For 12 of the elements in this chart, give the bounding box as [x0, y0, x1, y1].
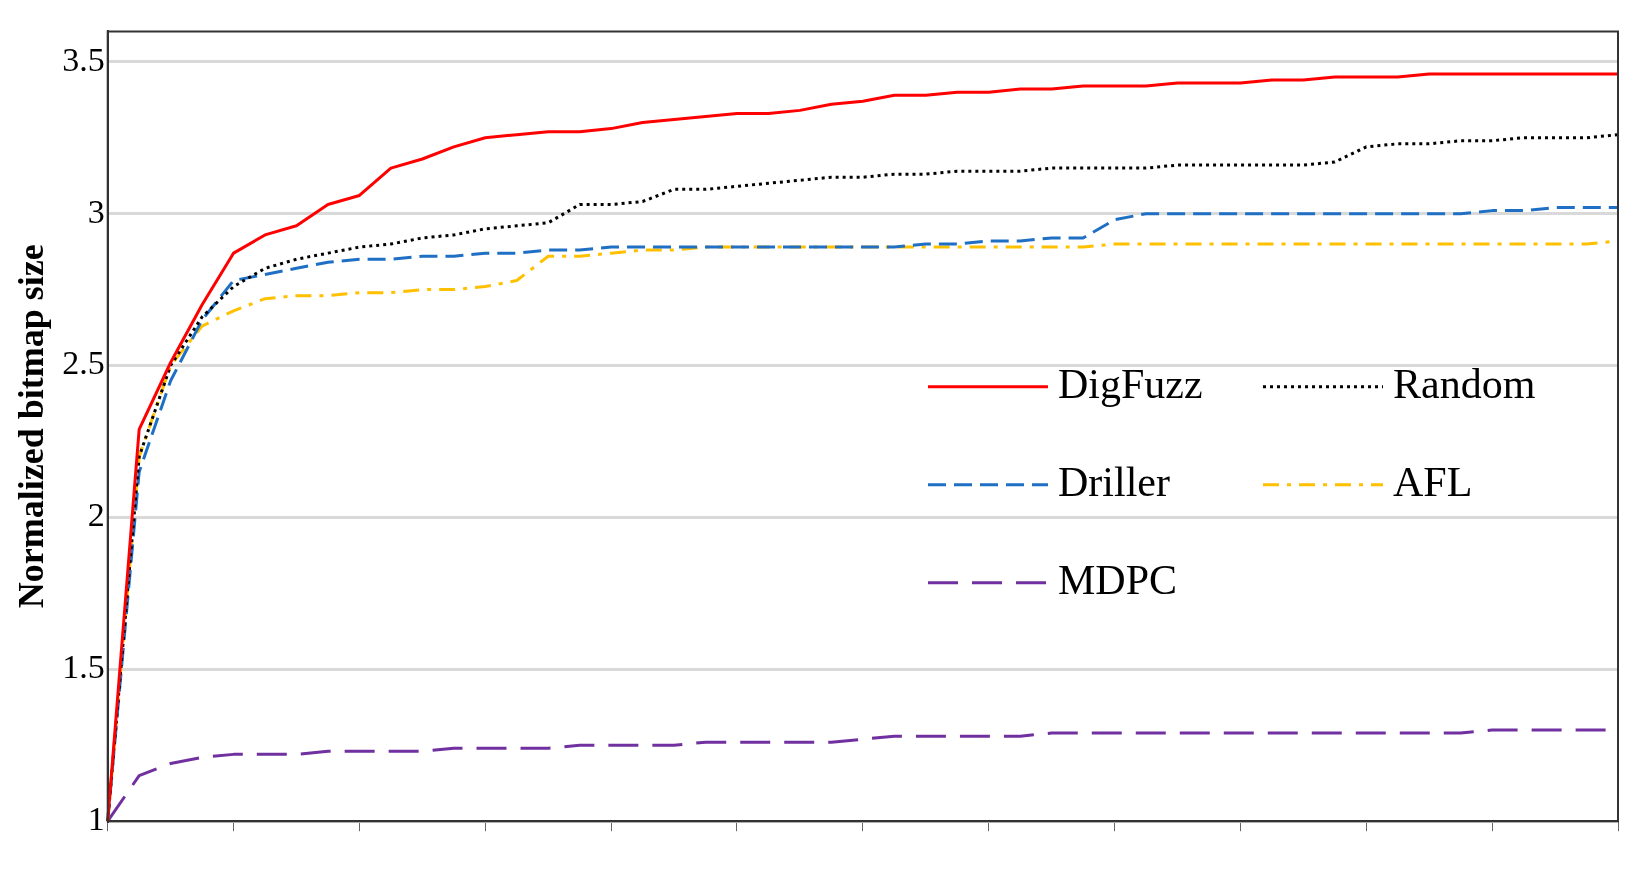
- legend-label: Driller: [1058, 458, 1170, 505]
- legend-label: DigFuzz: [1058, 360, 1203, 407]
- legend-label: Random: [1393, 360, 1536, 407]
- y-axis-title: Normalized bitmap size: [10, 244, 51, 609]
- y-tick-label: 2: [87, 496, 105, 534]
- y-tick-label: 3.5: [62, 40, 105, 78]
- y-tick-label: 3: [87, 192, 105, 230]
- y-tick-label: 1.5: [62, 648, 105, 686]
- legend-label: AFL: [1393, 458, 1473, 505]
- y-tick-label: 2.5: [62, 344, 105, 382]
- y-tick-label: 1: [87, 800, 105, 838]
- legend-label: MDPC: [1058, 556, 1178, 603]
